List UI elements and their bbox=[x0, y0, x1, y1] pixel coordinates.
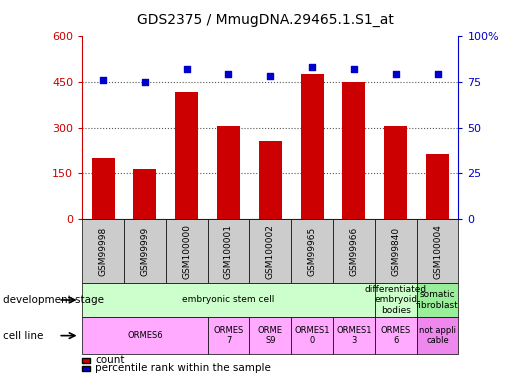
Text: GSM100001: GSM100001 bbox=[224, 224, 233, 279]
Text: cell line: cell line bbox=[3, 331, 43, 340]
Point bbox=[434, 71, 442, 77]
Point bbox=[350, 66, 358, 72]
Point bbox=[308, 64, 316, 70]
Text: ORMES6: ORMES6 bbox=[127, 331, 163, 340]
Text: ORME
S9: ORME S9 bbox=[258, 326, 283, 345]
Bar bbox=[342, 82, 365, 219]
Text: GSM100004: GSM100004 bbox=[433, 224, 442, 279]
Text: GSM99840: GSM99840 bbox=[391, 226, 400, 276]
Bar bbox=[92, 158, 114, 219]
Text: GDS2375 / MmugDNA.29465.1.S1_at: GDS2375 / MmugDNA.29465.1.S1_at bbox=[137, 13, 393, 27]
Bar bbox=[217, 126, 240, 219]
Text: differentiated
embryoid
bodies: differentiated embryoid bodies bbox=[365, 285, 427, 315]
Text: embryonic stem cell: embryonic stem cell bbox=[182, 296, 275, 304]
Point bbox=[266, 73, 275, 79]
Text: ORMES1
0: ORMES1 0 bbox=[294, 326, 330, 345]
Bar bbox=[134, 169, 156, 219]
Text: not appli
cable: not appli cable bbox=[419, 326, 456, 345]
Bar bbox=[175, 92, 198, 219]
Point bbox=[392, 71, 400, 77]
Text: GSM100000: GSM100000 bbox=[182, 224, 191, 279]
Text: GSM99999: GSM99999 bbox=[140, 226, 149, 276]
Text: GSM99998: GSM99998 bbox=[99, 226, 108, 276]
Point bbox=[140, 79, 149, 85]
Text: percentile rank within the sample: percentile rank within the sample bbox=[95, 363, 271, 373]
Text: somatic
fibroblast: somatic fibroblast bbox=[416, 290, 459, 310]
Text: count: count bbox=[95, 355, 125, 365]
Bar bbox=[384, 126, 407, 219]
Text: development stage: development stage bbox=[3, 295, 104, 305]
Point bbox=[224, 71, 233, 77]
Bar bbox=[426, 153, 449, 219]
Bar bbox=[259, 141, 282, 219]
Text: GSM99965: GSM99965 bbox=[307, 226, 316, 276]
Point bbox=[182, 66, 191, 72]
Text: ORMES
6: ORMES 6 bbox=[381, 326, 411, 345]
Text: GSM99966: GSM99966 bbox=[349, 226, 358, 276]
Point bbox=[99, 77, 107, 83]
Text: ORMES
7: ORMES 7 bbox=[214, 326, 244, 345]
Text: GSM100002: GSM100002 bbox=[266, 224, 275, 279]
Text: ORMES1
3: ORMES1 3 bbox=[336, 326, 372, 345]
Bar bbox=[301, 74, 324, 219]
